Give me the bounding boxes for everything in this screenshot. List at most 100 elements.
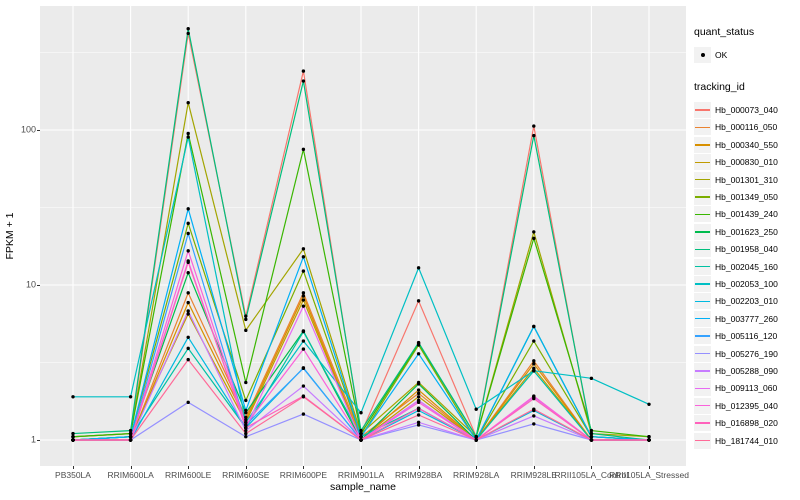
legend-key-point-icon <box>694 46 711 63</box>
data-point <box>416 266 421 270</box>
legend-items-quant-status: OK <box>694 46 798 63</box>
legend-item-Hb_000830_010: Hb_000830_010 <box>694 154 798 171</box>
data-point <box>647 438 651 442</box>
data-point <box>244 328 248 333</box>
x-tick-label-RRIM901LA: RRIM901LA <box>337 470 385 480</box>
data-point <box>244 435 248 439</box>
legend-label: Hb_005276_190 <box>715 348 778 359</box>
line-swatch-icon <box>695 196 710 198</box>
data-point <box>301 147 306 152</box>
legend-item-Hb_003777_260: Hb_003777_260 <box>694 310 798 327</box>
data-point <box>186 335 190 339</box>
x-tick-mark <box>476 466 478 469</box>
data-point <box>301 395 306 399</box>
x-tick-mark <box>73 466 74 469</box>
data-point <box>589 435 594 439</box>
data-point <box>244 408 248 413</box>
x-tick-label-RRIM928BA: RRIM928BA <box>394 470 443 480</box>
legend-item-Hb_002203_010: Hb_002203_010 <box>694 293 798 310</box>
legend-item-Hb_005288_090: Hb_005288_090 <box>694 362 798 379</box>
line-swatch-icon <box>695 422 710 424</box>
legend-key-line-icon <box>694 328 711 345</box>
line-swatch-icon <box>695 213 710 216</box>
legend-key-line-icon <box>694 241 711 258</box>
x-tick-label-RRII105LA_Control: RRII105LA_Control <box>554 470 629 480</box>
legend-label: Hb_005288_090 <box>715 365 778 376</box>
legend-label: Hb_002053_100 <box>715 278 778 289</box>
line-swatch-icon <box>695 335 710 337</box>
data-point <box>301 339 306 343</box>
legend-key-line-icon <box>694 310 711 327</box>
data-point <box>416 400 421 405</box>
legend-item-quant-status: OK <box>694 46 798 63</box>
data-point <box>589 438 594 442</box>
data-point <box>186 221 190 226</box>
legend-key-line-icon <box>694 362 711 379</box>
legend-item-Hb_001958_040: Hb_001958_040 <box>694 241 798 258</box>
legend-key-line-icon <box>694 275 711 292</box>
data-point <box>186 27 190 31</box>
legend-item-Hb_181744_010: Hb_181744_010 <box>694 432 798 449</box>
data-point <box>532 407 536 411</box>
data-point <box>301 69 306 73</box>
data-point <box>301 291 306 295</box>
data-point <box>301 412 306 416</box>
x-tick-label-PB350LA: PB350LA <box>55 470 91 480</box>
legend-title-quant-status: quant_status <box>694 26 755 38</box>
data-point <box>647 402 651 406</box>
data-point <box>301 298 306 302</box>
x-tick-mark <box>649 466 650 469</box>
legend-label: Hb_001301_310 <box>715 174 778 185</box>
legend-item-Hb_000073_040: Hb_000073_040 <box>694 101 798 119</box>
x-tick-mark <box>533 466 535 469</box>
data-point <box>128 438 133 442</box>
legend: quant_status OK tracking_id Hb_000073_04… <box>694 26 798 467</box>
data-point <box>244 398 248 403</box>
data-point <box>416 420 421 425</box>
legend-title-tracking-id: tracking_id <box>694 81 745 94</box>
x-tick-label-RRIM928LA: RRIM928LA <box>453 470 500 480</box>
legend-item-Hb_001301_310: Hb_001301_310 <box>694 171 798 188</box>
legend-label: OK <box>715 49 728 60</box>
y-tick-label: 10 <box>25 279 36 290</box>
legend-label: Hb_016898_020 <box>715 418 778 429</box>
legend-key-line-icon <box>694 293 711 310</box>
data-point <box>359 435 363 439</box>
data-point <box>474 435 478 439</box>
data-point <box>416 299 421 303</box>
data-point <box>244 415 248 420</box>
data-point <box>474 407 478 411</box>
legend-item-Hb_009113_060: Hb_009113_060 <box>694 380 798 397</box>
line-swatch-icon <box>695 439 710 442</box>
legend-item-Hb_012395_040: Hb_012395_040 <box>694 397 798 414</box>
legend-label: Hb_002203_010 <box>715 296 778 307</box>
data-point <box>301 329 306 334</box>
legend-label: Hb_001623_250 <box>715 226 778 237</box>
legend-key-line-icon <box>694 415 711 432</box>
x-tick-mark <box>130 466 132 469</box>
legend-key-line-icon <box>694 258 711 275</box>
line-swatch-icon <box>695 126 710 129</box>
legend-key-line-icon <box>694 154 711 171</box>
data-point <box>186 309 190 313</box>
data-point <box>359 438 363 442</box>
data-point <box>128 428 133 433</box>
data-point <box>301 384 306 388</box>
data-point <box>532 362 536 366</box>
data-point <box>532 230 536 234</box>
legend-key-line-icon <box>694 102 711 119</box>
data-point <box>186 207 190 211</box>
x-tick-mark <box>418 466 420 469</box>
data-point <box>416 382 421 386</box>
data-point <box>244 423 248 427</box>
data-point <box>532 133 536 138</box>
y-tick-mark <box>37 440 40 441</box>
x-axis-title: sample_name <box>330 481 396 493</box>
legend-item-Hb_005116_120: Hb_005116_120 <box>694 327 798 345</box>
line-swatch-icon <box>695 144 710 146</box>
legend-key-line-icon <box>694 136 711 153</box>
line-swatch-icon <box>695 231 710 233</box>
x-tick-mark <box>591 466 593 469</box>
legend-label: Hb_001958_040 <box>715 244 778 255</box>
data-point <box>244 426 248 430</box>
